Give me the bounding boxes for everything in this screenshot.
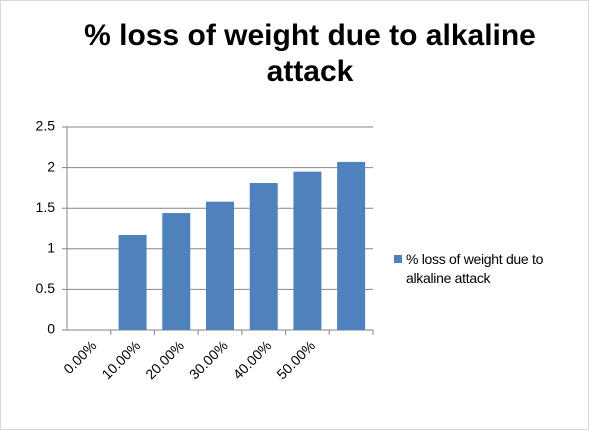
bar bbox=[249, 183, 278, 330]
y-tick-label: 1 bbox=[47, 240, 55, 256]
y-tick-label: 0 bbox=[47, 321, 55, 337]
x-tick-label: 20.00% bbox=[142, 337, 187, 382]
x-tick-label: 10.00% bbox=[98, 337, 143, 382]
bar bbox=[206, 201, 234, 330]
bar bbox=[162, 213, 191, 330]
bar bbox=[293, 171, 322, 330]
chart-title: % loss of weight due to alkaline attack bbox=[84, 19, 536, 88]
y-tick-label: 1.5 bbox=[36, 199, 56, 215]
x-tick-label: 30.00% bbox=[186, 337, 231, 382]
y-tick-label: 0.5 bbox=[36, 280, 56, 296]
bar bbox=[118, 234, 147, 330]
legend-swatch bbox=[394, 255, 402, 263]
y-tick-label: 2.5 bbox=[36, 118, 56, 134]
y-tick-label: 2 bbox=[47, 158, 55, 174]
x-tick-label: 40.00% bbox=[230, 337, 275, 382]
x-tick-label: 50.00% bbox=[273, 337, 318, 382]
x-tick-label: 0.00% bbox=[60, 337, 99, 376]
bar bbox=[337, 161, 366, 330]
legend-label: % loss of weight due to alkaline attack bbox=[406, 251, 544, 286]
